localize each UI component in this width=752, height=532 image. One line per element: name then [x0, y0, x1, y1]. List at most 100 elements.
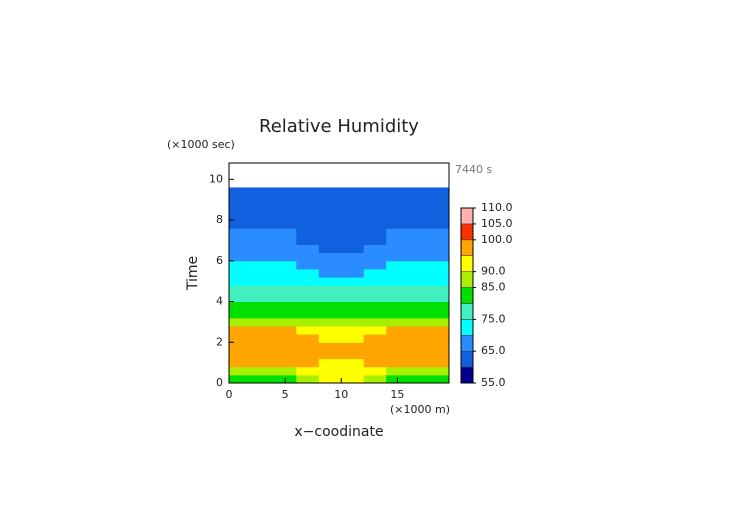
cell [363, 293, 387, 303]
cell [318, 260, 342, 270]
cell [229, 187, 252, 197]
cell [386, 220, 410, 229]
cell [296, 277, 320, 286]
cell [386, 285, 410, 294]
cell [229, 325, 252, 335]
cell [386, 228, 410, 237]
cell [408, 220, 432, 229]
cell [341, 325, 365, 335]
y-tick-label: 0 [216, 376, 223, 389]
cell [408, 195, 432, 205]
y-unit-label: (×1000 sec) [167, 138, 235, 151]
cell [386, 252, 410, 262]
cell [431, 252, 449, 262]
cell [318, 203, 342, 213]
cell [363, 252, 387, 262]
cell [251, 220, 275, 229]
cell [273, 277, 297, 286]
cell [386, 342, 410, 351]
cell [363, 277, 387, 286]
cell [386, 211, 410, 221]
x-tick-label: 5 [282, 388, 289, 401]
cell [363, 228, 387, 237]
cell [296, 293, 320, 303]
cell [386, 317, 410, 327]
cell [363, 244, 387, 254]
colorbar-label: 110.0 [481, 201, 513, 214]
cell [431, 260, 449, 270]
cell [229, 203, 252, 213]
time-label: 7440 s [455, 163, 492, 176]
cell [318, 366, 342, 376]
cell [386, 203, 410, 213]
cell [296, 285, 320, 294]
cell [363, 211, 387, 221]
cell [273, 244, 297, 254]
cell [229, 277, 252, 286]
cell [229, 220, 252, 229]
cell [386, 195, 410, 205]
cell [363, 268, 387, 278]
cell [431, 195, 449, 205]
cell [363, 350, 387, 360]
x-unit-label: (×1000 m) [390, 403, 450, 416]
cell [408, 293, 432, 303]
cell [341, 195, 365, 205]
colorbar-label: 100.0 [481, 233, 513, 246]
cell [341, 211, 365, 221]
colorbar-segment [460, 255, 474, 272]
cell [229, 293, 252, 303]
colorbar-segment [460, 350, 474, 368]
cell [229, 301, 252, 311]
colorbar-segment [460, 239, 474, 256]
cell [296, 260, 320, 270]
cell [296, 342, 320, 351]
cell [296, 350, 320, 360]
cell [251, 228, 275, 237]
colorbar-segment [460, 287, 474, 304]
cell [318, 309, 342, 319]
cell [273, 358, 297, 368]
cell [363, 325, 387, 335]
cell [408, 358, 432, 368]
cell [251, 374, 275, 383]
cell [408, 252, 432, 262]
cell [273, 211, 297, 221]
cell [408, 350, 432, 360]
cell [341, 309, 365, 319]
cell [296, 301, 320, 311]
y-tick-label: 4 [216, 295, 223, 308]
cell [341, 342, 365, 351]
cell [318, 374, 342, 383]
cell [363, 285, 387, 294]
cell [431, 187, 449, 197]
y-tick-label: 8 [216, 213, 223, 226]
cell [341, 350, 365, 360]
cell [273, 285, 297, 294]
cell [431, 211, 449, 221]
y-tick-label: 6 [216, 254, 223, 267]
cell [431, 309, 449, 319]
cell [251, 211, 275, 221]
colorbar-frame [460, 207, 474, 384]
cell [229, 228, 252, 237]
cell [363, 334, 387, 343]
cell [318, 350, 342, 360]
cell [318, 293, 342, 303]
colorbar-segment [460, 319, 474, 336]
cell [229, 211, 252, 221]
x-tick-label: 15 [390, 388, 404, 401]
cell [318, 285, 342, 294]
cell [296, 366, 320, 376]
cell [386, 309, 410, 319]
cell [273, 268, 297, 278]
cell [296, 236, 320, 245]
colorbar-label: 105.0 [481, 217, 513, 230]
cell [386, 358, 410, 368]
cell [251, 358, 275, 368]
cell [229, 285, 252, 294]
cell [273, 228, 297, 237]
cell [431, 228, 449, 237]
cell [251, 293, 275, 303]
cell [341, 334, 365, 343]
